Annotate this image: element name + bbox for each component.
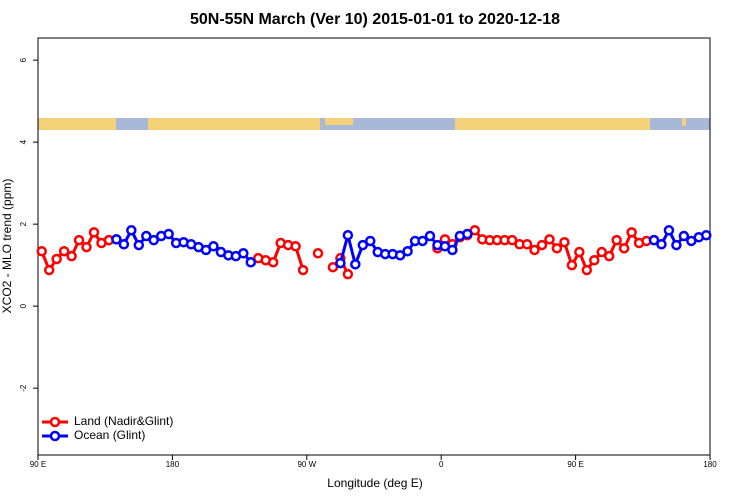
plot-frame (37, 37, 711, 456)
data-point (267, 257, 279, 268)
data-point (701, 229, 712, 241)
legend-label: Ocean (Glint) (74, 428, 145, 442)
data-point (581, 264, 593, 276)
x-tick-label: 90 E (30, 460, 46, 469)
data-point (626, 227, 637, 238)
x-axis-label: Longitude (deg E) (327, 476, 422, 490)
data-point (447, 244, 458, 256)
data-point (394, 250, 406, 261)
data-point (357, 239, 369, 251)
x-tick-label: 180 (166, 460, 180, 469)
x-tick-label: 0 (439, 460, 444, 469)
data-point (73, 234, 85, 246)
data-point (462, 228, 473, 240)
data-point (671, 239, 682, 251)
data-point (81, 241, 92, 253)
data-point (611, 234, 622, 246)
data-point (297, 264, 309, 276)
y-tick-label: 6 (19, 57, 28, 62)
data-point (327, 261, 339, 273)
y-tick-label: 0 (19, 303, 28, 308)
data-point (141, 230, 152, 242)
data-point (245, 257, 257, 268)
data-point (148, 234, 159, 246)
data-point (163, 228, 174, 240)
data-point (574, 246, 585, 258)
data-point (678, 230, 690, 242)
data-point (312, 248, 324, 259)
data-point (133, 239, 145, 251)
legend-marker (49, 416, 61, 428)
data-point (335, 257, 346, 269)
data-point (51, 253, 62, 265)
data-point (43, 264, 55, 276)
x-tick-label: 90 W (297, 460, 316, 469)
x-tick-label: 180 (703, 460, 717, 469)
data-point (663, 225, 675, 236)
land-mask-band (38, 118, 710, 130)
data-point (342, 229, 354, 241)
data-point (365, 235, 376, 247)
data-point (506, 234, 518, 246)
legend-marker (49, 430, 61, 442)
data-point (648, 234, 660, 246)
data-point (66, 250, 77, 262)
x-tick-label: 90 E (567, 460, 583, 469)
data-point (402, 245, 413, 257)
data-point (536, 239, 548, 251)
data-point (603, 250, 615, 262)
data-point (290, 241, 301, 252)
data-point (559, 236, 570, 248)
y-tick-label: 4 (19, 139, 28, 144)
data-point (208, 241, 219, 252)
data-point (36, 245, 47, 257)
data-point (551, 243, 563, 254)
data-point (566, 259, 578, 271)
data-point (118, 238, 130, 250)
data-point (58, 245, 70, 257)
data-point (596, 246, 607, 258)
data-point (417, 235, 428, 247)
data-point (544, 234, 555, 245)
data-point (111, 234, 122, 245)
y-axis-label: XCO2 - MLO trend (ppm) (0, 179, 14, 314)
data-point (589, 254, 600, 266)
data-point (521, 238, 533, 250)
chart-title: 50N-55N March (Ver 10) 2015-01-01 to 202… (190, 11, 560, 28)
data-point (342, 268, 354, 280)
data-point (238, 248, 249, 259)
data-point (424, 230, 436, 242)
data-point (88, 227, 100, 238)
data-point (126, 225, 137, 236)
data-point (618, 243, 630, 254)
y-tick-label: 2 (19, 221, 28, 226)
data-point (350, 259, 361, 270)
legend-label: Land (Nadir&Glint) (74, 414, 173, 428)
y-tick-label: -2 (19, 384, 28, 392)
data-point (656, 238, 667, 250)
data-point (529, 244, 540, 256)
